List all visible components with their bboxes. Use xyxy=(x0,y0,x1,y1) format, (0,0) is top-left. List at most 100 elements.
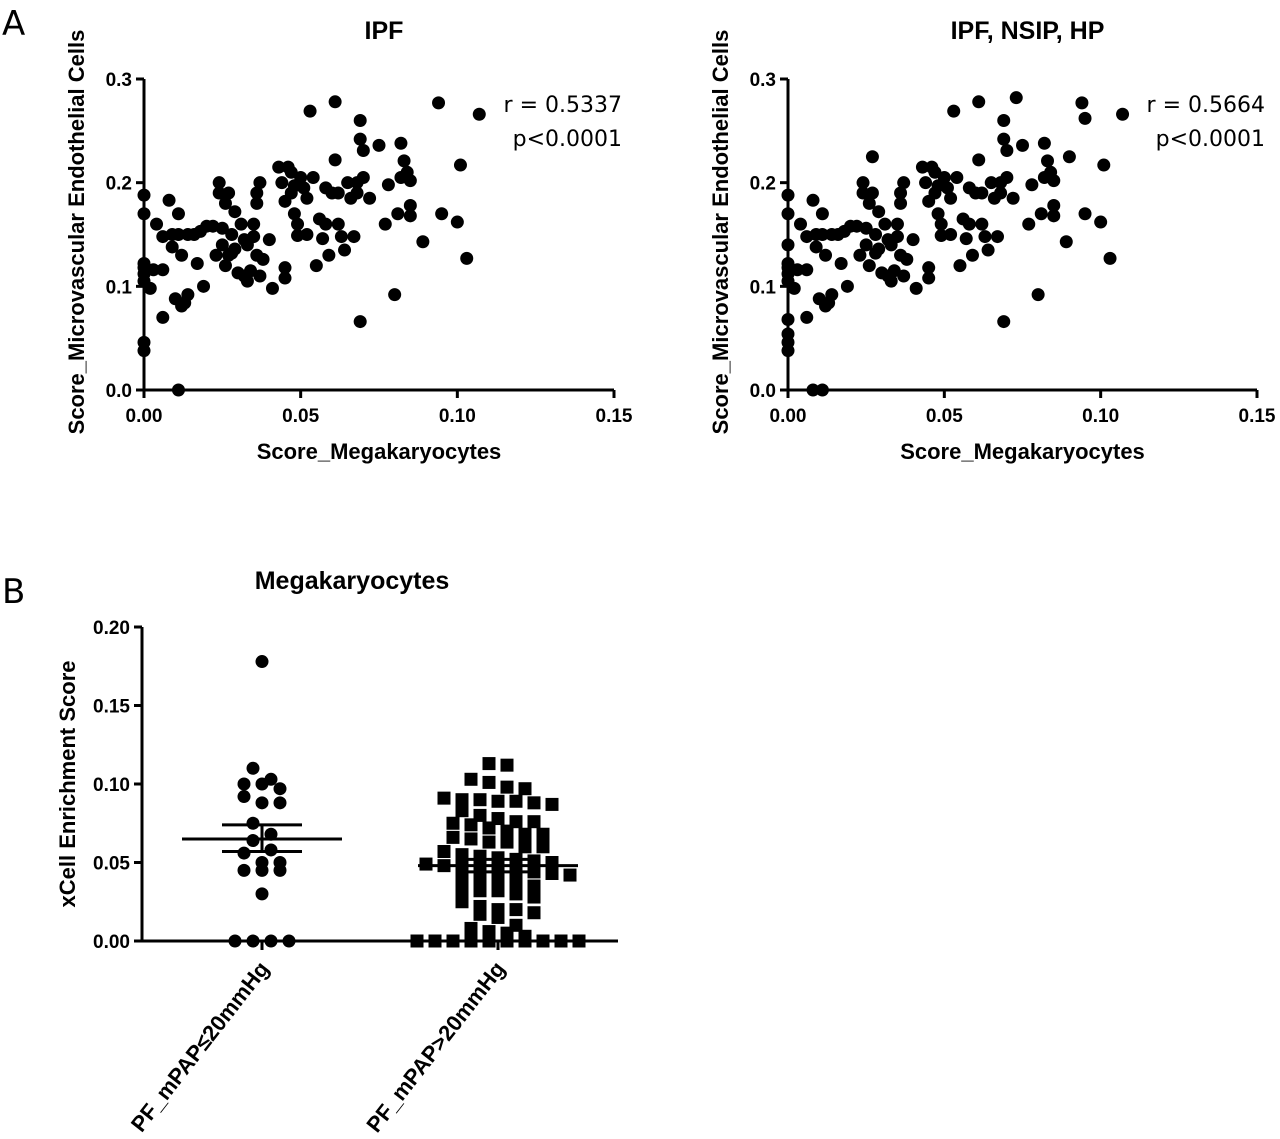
scatter2-point xyxy=(1116,107,1130,121)
scatter1-point xyxy=(137,188,151,202)
scatter2-point xyxy=(781,188,795,202)
scatter1-point xyxy=(137,335,151,349)
dotplot-point-group1 xyxy=(264,843,278,857)
scatter2-point xyxy=(865,186,879,200)
scatter1-point xyxy=(156,310,170,324)
scatter1-point xyxy=(256,252,270,266)
dotplot-point-group1 xyxy=(255,777,269,791)
scatter2-point xyxy=(944,228,958,241)
scatter2-point xyxy=(1103,251,1117,265)
scatter2-point xyxy=(1031,288,1045,302)
dotplot-point-group2 xyxy=(455,804,469,818)
scatter1-point xyxy=(222,186,236,200)
scatter2-point xyxy=(1006,191,1020,205)
scatter1-point xyxy=(350,186,364,200)
scatter2-point xyxy=(865,150,879,164)
scatter1-point xyxy=(316,232,330,246)
dotplot-point-group2 xyxy=(428,934,442,948)
scatter1-point xyxy=(215,238,229,252)
scatter1-point xyxy=(453,158,467,172)
scatter2-point xyxy=(894,196,908,210)
dotplot-point-group2 xyxy=(527,815,541,829)
scatter2-point xyxy=(1034,207,1048,221)
dotplot-point-group1 xyxy=(228,934,242,948)
scatter2-point xyxy=(922,271,936,285)
scatter2-title: IPF, NSIP, HP xyxy=(951,17,1105,45)
scatter1-point xyxy=(328,95,342,109)
dotplot-point-group2 xyxy=(572,934,586,948)
scatter2-point xyxy=(897,269,911,283)
scatter1-point xyxy=(250,196,264,210)
scatter2-point xyxy=(1000,144,1014,158)
dotplot-point-group2 xyxy=(491,910,505,924)
scatter1-point xyxy=(363,191,377,205)
dotplot-point-group2 xyxy=(482,821,496,835)
scatter2-point xyxy=(962,217,976,231)
scatter2-point xyxy=(922,261,936,275)
scatter1-point xyxy=(356,170,370,184)
scatter2-point xyxy=(997,132,1011,146)
dotplot-point-group2 xyxy=(509,876,523,890)
scatter1-point xyxy=(460,251,474,265)
scatter1-y-axis-label: Score_Microvascular Endothelial Cells xyxy=(64,30,89,435)
scatter2-point xyxy=(894,186,908,200)
scatter1-point xyxy=(403,198,417,212)
scatter1-point xyxy=(162,193,176,207)
dotplot-point-group2 xyxy=(509,794,523,808)
scatter2-point xyxy=(990,230,1004,244)
scatter2-point xyxy=(940,181,954,195)
scatter2-point xyxy=(1097,158,1111,172)
scatter1-point xyxy=(450,215,464,229)
scatter2-y-tick-label: 0.2 xyxy=(750,174,776,195)
scatter1-point xyxy=(212,186,226,200)
dotplot-point-group2 xyxy=(527,890,541,904)
scatter1-point xyxy=(300,191,314,205)
scatter2-point xyxy=(1025,178,1039,192)
scatter2-x-tick-label: 0.15 xyxy=(1239,406,1276,427)
dotplot-y-tick-label: 0.15 xyxy=(93,697,130,718)
scatter2-point xyxy=(890,217,904,231)
scatter2-point xyxy=(859,238,873,252)
dotplot-point-group2 xyxy=(536,827,550,841)
scatter1-point xyxy=(309,259,323,273)
scatter1-point xyxy=(291,217,305,231)
scatter1-point xyxy=(150,217,164,231)
scatter2-point xyxy=(919,176,933,190)
scatter2-point xyxy=(975,186,989,200)
scatter1-point xyxy=(171,228,185,241)
dotplot-point-group2 xyxy=(491,851,505,865)
dotplot-point-group2 xyxy=(527,906,541,920)
dotplot-point-group2 xyxy=(482,835,496,849)
scatter2-point xyxy=(1059,235,1073,249)
scatter1-point xyxy=(175,248,189,262)
scatter2-point xyxy=(781,327,795,341)
scatter2-point xyxy=(1078,111,1092,125)
scatter1-point xyxy=(347,230,361,244)
dotplot-point-group2 xyxy=(473,871,487,885)
scatter1-x-axis-label: Score_Megakaryocytes xyxy=(257,439,502,464)
dotplot-point-group1 xyxy=(237,863,251,877)
dotplot-point-group1 xyxy=(246,934,260,948)
dotplot-point-group2 xyxy=(464,772,478,786)
dotplot-point-group2 xyxy=(500,824,514,838)
dotplot-y-tick-label: 0.20 xyxy=(93,618,130,639)
dotplot-point-group1 xyxy=(273,863,287,877)
scatter1-point xyxy=(372,138,386,152)
dotplot-point-group2 xyxy=(554,934,568,948)
dotplot-point-group2 xyxy=(446,830,460,844)
scatter1-point xyxy=(435,207,449,221)
scatter1-point xyxy=(171,383,185,397)
scatter1-point xyxy=(334,230,348,244)
scatter2-point xyxy=(862,196,876,210)
scatter1-point xyxy=(381,178,395,192)
scatter2-point xyxy=(915,160,929,174)
scatter2-point xyxy=(806,193,820,207)
scatter1-point xyxy=(143,281,157,295)
scatter1-point xyxy=(397,154,411,168)
scatter2-point xyxy=(934,229,948,243)
scatter2-point xyxy=(944,191,958,205)
scatter1-y-tick-label: 0.2 xyxy=(106,174,132,195)
scatter2-point xyxy=(965,248,979,262)
scatter2-point xyxy=(978,230,992,244)
scatter2-point xyxy=(909,281,923,295)
